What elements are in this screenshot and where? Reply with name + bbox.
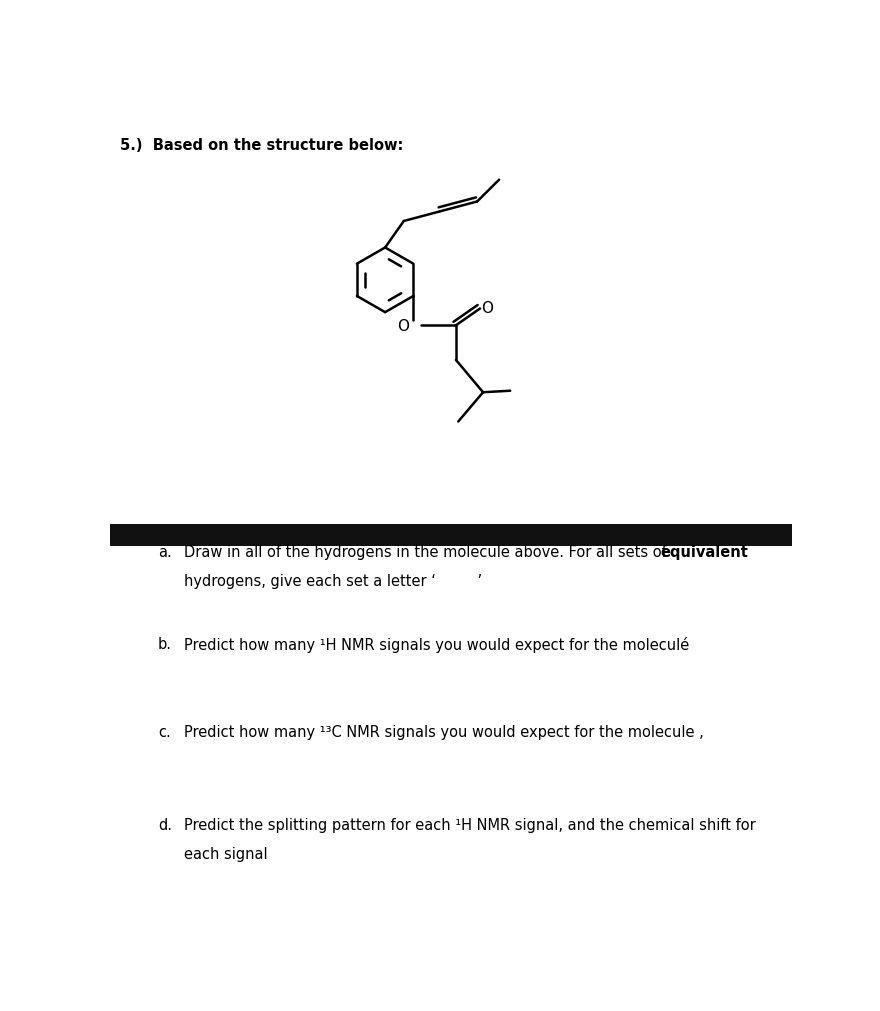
Text: Predict how many ¹H NMR signals you would expect for the moleculé: Predict how many ¹H NMR signals you woul… [184, 637, 689, 653]
Text: a.: a. [158, 544, 172, 559]
Text: Draw in all of the hydrogens in the molecule above. For all sets of: Draw in all of the hydrogens in the mole… [184, 544, 671, 559]
Text: equivalent: equivalent [660, 544, 748, 559]
Text: 5.)  Based on the structure below:: 5.) Based on the structure below: [120, 139, 403, 154]
Text: each signal: each signal [184, 846, 268, 861]
Text: O: O [397, 318, 409, 334]
Text: hydrogens, give each set a letter ‘         ’: hydrogens, give each set a letter ‘ ’ [184, 573, 481, 588]
Text: c.: c. [158, 725, 171, 739]
Text: O: O [481, 301, 493, 315]
Text: d.: d. [158, 817, 172, 832]
Text: b.: b. [158, 637, 172, 652]
Text: Predict the splitting pattern for each ¹H NMR signal, and the chemical shift for: Predict the splitting pattern for each ¹… [184, 817, 755, 832]
Text: Predict how many ¹³C NMR signals you would expect for the molecule ,: Predict how many ¹³C NMR signals you wou… [184, 725, 703, 739]
